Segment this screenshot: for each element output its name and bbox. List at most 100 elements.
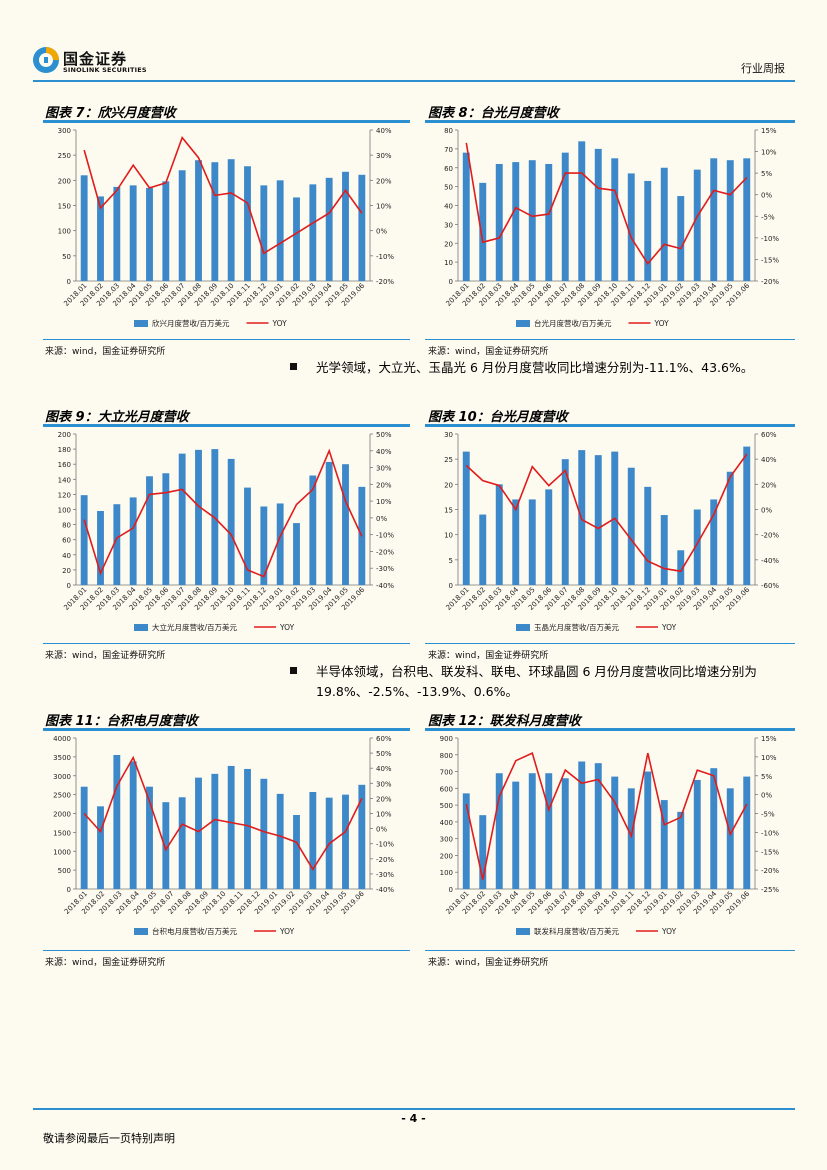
y-tick-label-left: 0 — [449, 582, 453, 590]
bar — [309, 791, 317, 889]
bar — [644, 771, 652, 889]
y-tick-label-left: 40 — [444, 203, 453, 211]
bar — [462, 451, 470, 585]
y-tick-label-right: 15% — [761, 127, 777, 135]
bar — [260, 506, 268, 585]
bullet-icon — [290, 667, 297, 674]
header-divider — [33, 80, 795, 82]
bar — [677, 550, 685, 585]
y-tick-label-left: 2000 — [53, 811, 71, 819]
y-tick-label-left: 0 — [449, 886, 453, 894]
y-tick-label-right: -20% — [761, 867, 779, 875]
bar — [578, 761, 586, 889]
y-tick-label-left: 80 — [444, 127, 453, 135]
y-tick-label-right: 20% — [376, 795, 392, 803]
bar — [693, 509, 701, 585]
y-tick-label-left: 900 — [440, 735, 453, 743]
y-tick-label-right: 5% — [761, 170, 772, 178]
bar — [462, 152, 470, 281]
bar — [495, 484, 503, 585]
y-tick-label-right: -10% — [376, 532, 394, 540]
bar — [146, 187, 153, 281]
y-tick-label-right: 40% — [376, 765, 392, 773]
bar — [512, 162, 520, 281]
bar — [325, 177, 333, 281]
y-tick-label-right: -40% — [761, 557, 779, 565]
y-tick-label-left: 1000 — [53, 848, 71, 856]
y-tick-label-left: 0 — [67, 278, 71, 286]
y-tick-label-right: 30% — [376, 152, 392, 160]
bar — [113, 754, 121, 889]
bar — [227, 159, 235, 281]
y-tick-label-right: -10% — [376, 253, 394, 261]
chart-title-12: 图表 12：联发科月度营收 — [428, 714, 581, 729]
y-tick-label-right: 5% — [761, 773, 772, 781]
bar — [244, 166, 251, 281]
chart-largan: 0 20 40 60 80 100 120 140 160 180 200 -40% -30% -20% -… — [58, 431, 395, 632]
y-tick-label-left: 100 — [440, 869, 453, 877]
y-tick-label-right: 60% — [376, 735, 392, 743]
bar — [512, 781, 520, 889]
y-tick-label-left: 0 — [67, 582, 71, 590]
bar — [113, 186, 121, 281]
bar — [129, 497, 137, 585]
panel-divider — [43, 950, 410, 951]
bar — [677, 811, 685, 889]
y-tick-label-left: 50 — [62, 253, 71, 261]
bar — [325, 461, 333, 585]
chart-tsmc: 0 500 1000 1500 2000 2500 3000 3500 4000 -40% -30%… — [53, 735, 394, 936]
bar — [146, 476, 153, 585]
yoy-line — [83, 135, 363, 255]
bar — [743, 446, 751, 585]
bar — [462, 793, 470, 889]
y-tick-label-left: 1500 — [53, 829, 71, 837]
y-tick-label-left: 400 — [440, 819, 453, 827]
y-tick-label-left: 800 — [440, 752, 453, 760]
bar — [276, 180, 284, 281]
y-tick-label-right: 0% — [761, 192, 772, 200]
y-tick-label-right: -20% — [376, 548, 394, 556]
yoy-line — [465, 142, 748, 266]
legend-line-label: YOY — [654, 319, 670, 328]
company-logo — [32, 46, 60, 78]
title-bar — [425, 120, 795, 123]
bar — [342, 171, 349, 281]
bar — [743, 158, 751, 281]
chart-title-10: 图表 10：台光月度营收 — [428, 410, 568, 425]
legend-bar-label: 台光月度营收/百万美元 — [534, 318, 612, 328]
y-tick-label-left: 250 — [58, 152, 71, 160]
bar — [644, 486, 652, 585]
bar — [545, 773, 553, 889]
logo-text-cn: 国金证券 — [63, 50, 128, 68]
bar — [129, 761, 137, 889]
y-tick-label-right: -10% — [761, 235, 779, 243]
y-tick-label-right: 20% — [376, 481, 392, 489]
bar — [195, 449, 202, 585]
y-tick-label-right: 20% — [761, 481, 777, 489]
source-note: 来源：wind，国金证券研究所 — [45, 958, 166, 968]
bar — [178, 170, 186, 281]
legend-line-label: YOY — [272, 319, 288, 328]
paragraph-text: 半导体领域，台积电、联发科、联电、环球晶圆 6 月份月度营收同比增速分别为 19… — [316, 664, 757, 699]
y-tick-label-left: 160 — [58, 461, 71, 469]
y-tick-label-left: 500 — [440, 802, 453, 810]
y-tick-label-left: 700 — [440, 769, 453, 777]
legend-bar-swatch — [516, 928, 530, 935]
chart-title-7: 图表 7：欣兴月度营收 — [45, 106, 176, 121]
chart-elite-material: 0 10 20 30 40 50 60 70 80 -20% -15% -10% -5% 0% 5% 10% 1… — [444, 127, 779, 328]
y-tick-label-right: 10% — [376, 811, 392, 819]
bar — [276, 503, 284, 585]
yoy-line — [83, 448, 363, 578]
bar — [528, 773, 536, 889]
bar — [309, 475, 317, 585]
bar — [211, 162, 219, 281]
legend-bar-label: 台积电月度营收/百万美元 — [152, 926, 238, 936]
yoy-line — [465, 751, 748, 880]
bar — [578, 141, 586, 281]
bar — [358, 174, 366, 281]
bar — [80, 175, 88, 281]
y-tick-label-right: -5% — [761, 213, 775, 221]
bar — [97, 511, 104, 585]
bar — [146, 786, 153, 889]
bar — [479, 514, 487, 585]
